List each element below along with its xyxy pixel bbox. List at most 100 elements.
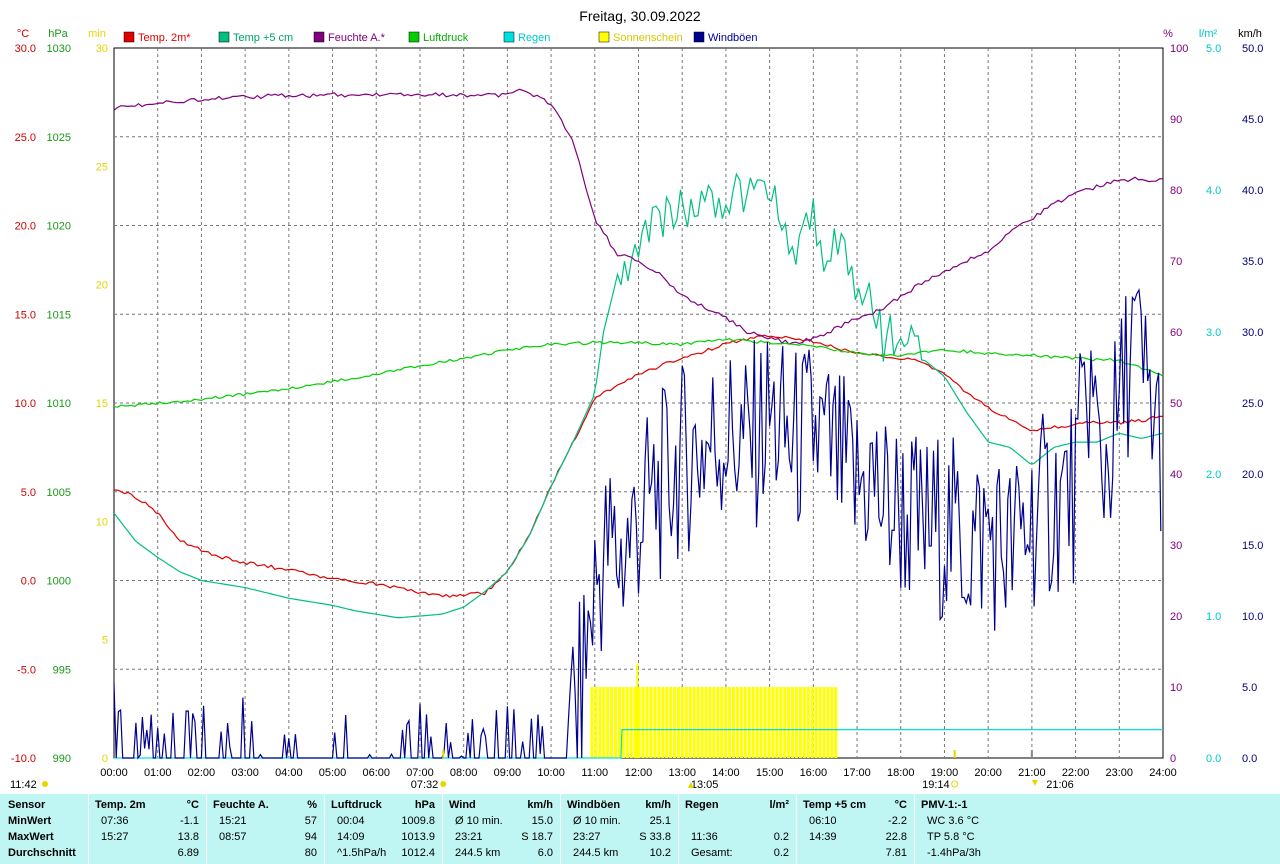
table-cell: 00:04 [337, 815, 365, 827]
sunshine-bar [641, 687, 645, 758]
tick-label-sun_minutes: 25 [96, 161, 108, 173]
legend-label: Temp +5 cm [233, 32, 293, 44]
tick-label-wind: 15.0 [1242, 540, 1263, 552]
axis-labels: 30.025.020.015.010.05.00.0-5.0-10.010301… [11, 28, 1264, 765]
table-cell: WC 3.6 °C [927, 815, 980, 827]
sunshine-bar [621, 687, 625, 758]
sunshine-bar [794, 687, 798, 758]
legend-swatch [693, 31, 705, 43]
moon-icon [1031, 780, 1038, 786]
sunshine-bar [806, 687, 810, 758]
sunshine-bar [830, 687, 834, 758]
legend-label: Feuchte A.* [328, 32, 386, 44]
legend-swatch [123, 31, 135, 43]
legend-label: Windböen [708, 32, 758, 44]
table-column: PMV-1:-1 WC 3.6 °C TP 5.8 °C -1.4hPa/3h [914, 794, 1045, 864]
legend-swatch [408, 31, 420, 43]
sunshine-bar [735, 687, 739, 758]
sunshine-bar [716, 687, 720, 758]
table-cell: °C [894, 799, 907, 811]
tick-label-sun_minutes: 5 [102, 635, 108, 647]
sunshine-bar [590, 687, 594, 758]
table-cell: 06:10 [809, 815, 837, 827]
table-cell: Sensor [8, 799, 46, 811]
table-cell: 15:21 [219, 815, 247, 827]
tick-label-pressure: 995 [53, 664, 71, 676]
axis-unit-temp: °C [17, 28, 29, 40]
tick-label-pressure: 1000 [47, 576, 71, 588]
legend-label: Luftdruck [423, 32, 469, 44]
x-tick-label: 12:00 [625, 767, 653, 779]
sunshine-bar [751, 687, 755, 758]
axis-unit-wind: km/h [1238, 28, 1262, 40]
sunshine-bar [814, 687, 818, 758]
x-tick-label: 15:00 [756, 767, 784, 779]
table-cell: Regen [685, 799, 719, 811]
sunshine-bar [704, 687, 708, 758]
tick-label-rain: 4.0 [1206, 185, 1221, 197]
table-cell: 11:36 [691, 831, 718, 843]
table-cell: 08:57 [219, 831, 247, 843]
table-column: Windböen km/h Ø 10 min. 23:27 244.5 km 25.1 S … [560, 794, 679, 864]
time-now-label: 11:42 [10, 779, 37, 791]
table-cell: 13.8 [177, 831, 199, 843]
table-cell: % [307, 799, 317, 811]
table-cell: 6.0 [537, 847, 553, 859]
table-cell: 244.5 km [573, 847, 619, 859]
table-cell: 15.0 [531, 815, 553, 827]
sunshine-bar [787, 687, 791, 758]
legend-swatch [503, 31, 515, 43]
sunshine-bar [798, 687, 802, 758]
axis-unit-rain: l/m² [1199, 28, 1218, 40]
table-cell: -1.4hPa/3h [927, 847, 981, 859]
table-cell: ^1.5hPa/h [337, 847, 387, 859]
table-cell: °C [186, 799, 199, 811]
axis-unit-humidity: % [1163, 28, 1173, 40]
sunshine-bar [779, 687, 783, 758]
sunshine-bar [665, 687, 669, 758]
table-cell: 1013.9 [401, 831, 435, 843]
legend-label: Regen [518, 32, 550, 44]
sunshine-bar [822, 687, 826, 758]
x-tick-label: 24:00 [1149, 767, 1177, 779]
sunshine-bar [720, 687, 724, 758]
sunshine-bar [594, 687, 598, 758]
series-line-feuchte-a- [113, 88, 1164, 345]
legend-swatch [598, 31, 610, 43]
tick-label-rain: 1.0 [1206, 611, 1221, 623]
table-cell: 57 [304, 815, 317, 827]
tick-label-temp: 20.0 [15, 221, 36, 233]
series-line-windb-en [113, 288, 1162, 760]
sunshine-bar [598, 687, 602, 758]
sunshine-bar [783, 687, 787, 758]
table-cell: Luftdruck [331, 799, 382, 811]
table-cell: Windböen [567, 799, 621, 811]
series-line-temp-2m- [113, 334, 1163, 598]
table-cell: 244.5 km [455, 847, 501, 859]
tick-label-sun_minutes: 15 [96, 398, 108, 410]
sunshine-bar [614, 687, 618, 758]
x-tick-label: 08:00 [450, 767, 478, 779]
tick-label-pressure: 1020 [47, 221, 71, 233]
sunshine-bar [661, 687, 665, 758]
tick-label-temp: 5.0 [21, 487, 36, 499]
tick-label-temp: -5.0 [17, 664, 36, 676]
tick-label-humidity: 20 [1170, 611, 1182, 623]
sunshine-bar [759, 687, 763, 758]
tick-label-temp: 30.0 [15, 43, 36, 55]
tick-label-rain: 3.0 [1206, 327, 1221, 339]
table-cell: Ø 10 min. [573, 815, 621, 827]
table-cell: S 33.8 [639, 831, 671, 843]
x-tick-label: 22:00 [1062, 767, 1090, 779]
sunrise-icon [440, 781, 447, 787]
x-tick-label: 11:00 [581, 767, 608, 779]
table-cell: TP 5.8 °C [927, 831, 975, 843]
x-tick-label: 06:00 [362, 767, 390, 779]
table-cell: Feuchte A. [213, 799, 269, 811]
table-cell: Durchschnitt [8, 847, 76, 859]
table-cell: 23:21 [455, 831, 483, 843]
table-column: Temp. 2m °C 07:36 15:27 -1.1 13.8 6.89 [88, 794, 207, 864]
table-cell: 22.8 [885, 831, 907, 843]
table-cell: 1012.4 [401, 847, 435, 859]
tick-label-sun_minutes: 0 [102, 753, 108, 765]
